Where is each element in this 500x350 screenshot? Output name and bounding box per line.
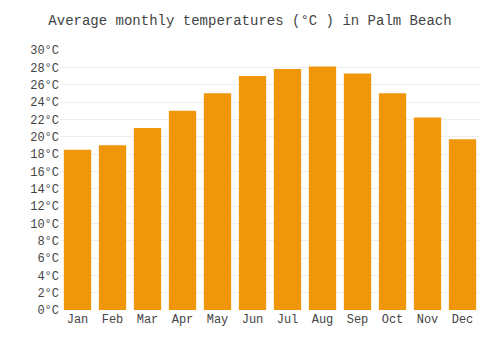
svg-text:10°C: 10°C [30, 218, 59, 232]
svg-text:Sep: Sep [347, 313, 369, 327]
svg-text:Aug: Aug [312, 313, 334, 327]
svg-text:May: May [207, 313, 229, 327]
svg-text:Nov: Nov [417, 313, 439, 327]
svg-text:Apr: Apr [172, 313, 194, 327]
svg-text:8°C: 8°C [37, 235, 59, 249]
svg-text:6°C: 6°C [37, 252, 59, 266]
svg-text:20°C: 20°C [30, 131, 59, 145]
svg-text:18°C: 18°C [30, 148, 59, 162]
svg-text:Feb: Feb [102, 313, 124, 327]
svg-text:Jan: Jan [67, 313, 89, 327]
svg-text:Jul: Jul [277, 313, 299, 327]
svg-text:Average monthly temperatures (: Average monthly temperatures (°C ) in Pa… [48, 13, 451, 29]
svg-text:26°C: 26°C [30, 79, 59, 93]
svg-text:24°C: 24°C [30, 96, 59, 110]
svg-text:Jun: Jun [242, 313, 264, 327]
svg-text:Dec: Dec [452, 313, 474, 327]
svg-text:14°C: 14°C [30, 183, 59, 197]
svg-text:28°C: 28°C [30, 62, 59, 76]
svg-text:12°C: 12°C [30, 200, 59, 214]
svg-text:Mar: Mar [137, 313, 159, 327]
svg-text:2°C: 2°C [37, 287, 59, 301]
svg-text:30°C: 30°C [30, 44, 59, 58]
svg-text:Oct: Oct [382, 313, 404, 327]
svg-text:0°C: 0°C [37, 304, 59, 318]
svg-text:22°C: 22°C [30, 114, 59, 128]
svg-text:4°C: 4°C [37, 270, 59, 284]
svg-text:16°C: 16°C [30, 166, 59, 180]
